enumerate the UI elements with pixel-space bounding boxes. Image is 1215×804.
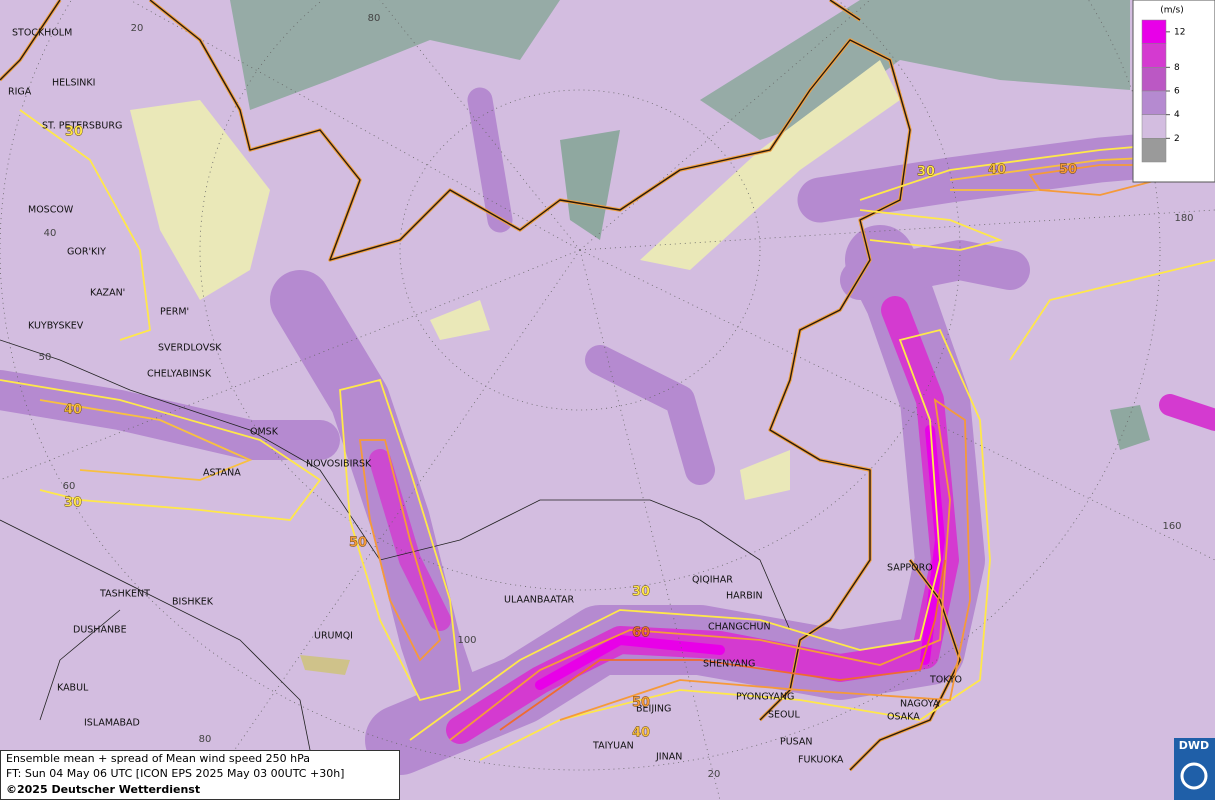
legend-label: 6 [1174, 87, 1180, 97]
contour-label: 40 [64, 403, 82, 418]
city-label: QIQIHAR [692, 575, 733, 586]
graticule-label: 100 [457, 635, 476, 646]
legend-swatch [1141, 90, 1167, 115]
graticule-label: 160 [1162, 521, 1181, 532]
city-label: SVERDLOVSK [158, 343, 222, 354]
city-label: URUMQI [314, 631, 353, 642]
city-label: CHELYABINSK [147, 369, 212, 380]
legend-swatch [1141, 67, 1167, 92]
city-label: HARBIN [726, 591, 763, 602]
city-label: PUSAN [780, 737, 813, 748]
legend-swatch [1141, 138, 1167, 163]
copyright: ©2025 Deutscher Wetterdienst [6, 783, 200, 796]
city-label: TAIYUAN [592, 741, 634, 752]
city-label: OMSK [250, 427, 279, 438]
coastlines [0, 0, 962, 801]
city-label: KAZAN' [90, 288, 125, 299]
city-label: KABUL [57, 683, 89, 694]
caption-line: FT: Sun 04 May 06 UTC [ICON EPS 2025 May… [6, 767, 344, 780]
legend-label: 8 [1174, 63, 1180, 73]
legend-items: 12 8 6 4 2 [1141, 19, 1185, 163]
contour-label: 30 [64, 496, 82, 511]
legend-label: 4 [1174, 110, 1180, 120]
city-label: OSAKA [887, 712, 920, 723]
contour-label: 40 [632, 726, 650, 741]
caption: Ensemble mean + spread of Mean wind spee… [0, 750, 400, 800]
city-label: STOCKHOLM [12, 28, 72, 39]
graticule-label: 20 [131, 23, 144, 34]
contour-label: 50 [1059, 163, 1077, 178]
legend-swatch [1141, 114, 1167, 139]
dwd-logo: DWD [1174, 738, 1215, 800]
city-label: JINAN [655, 752, 682, 763]
caption-line: Ensemble mean + spread of Mean wind spee… [6, 752, 310, 765]
city-label: NOVOSIBIRSK [306, 459, 372, 470]
city-label: SEOUL [768, 710, 800, 721]
city-label: ASTANA [203, 468, 241, 479]
city-label: PERM' [160, 307, 189, 318]
legend-label: 12 [1174, 27, 1185, 37]
city-label: BEIJING [636, 704, 671, 715]
city-label: HELSINKI [52, 78, 95, 89]
graticule-label: 50 [39, 352, 52, 363]
city-label: PYONGYANG [736, 692, 794, 703]
graticule-label: 80 [368, 13, 381, 24]
logo-text: DWD [1179, 739, 1209, 752]
legend-swatch [1141, 43, 1167, 68]
contour-label: 50 [632, 696, 650, 711]
city-label: CHANGCHUN [708, 622, 771, 633]
graticule-label: 40 [44, 228, 57, 239]
legend-swatch [1141, 19, 1167, 44]
graticule-label: 180 [1174, 213, 1193, 224]
logo-box [1174, 738, 1215, 800]
city-label: GOR'KIY [67, 247, 106, 258]
city-label: FUKUOKA [798, 755, 844, 766]
contour-label: 30 [65, 125, 83, 140]
city-label: BISHKEK [172, 597, 214, 608]
contour-label: 30 [632, 585, 650, 600]
city-label: TASHKENT [99, 589, 150, 600]
contour-label: 30 [917, 165, 935, 180]
graticule-label: 60 [63, 481, 76, 492]
legend-label: 2 [1174, 134, 1180, 144]
caption-box [0, 750, 400, 800]
logo-icon [1180, 762, 1208, 790]
labels: STOCKHOLM HELSINKI RIGA ST. PETERSBURG MOSCO… [8, 13, 1194, 780]
legend-unit: (m/s) [1160, 6, 1184, 16]
city-label: MOSCOW [28, 205, 74, 216]
land-shading [130, 0, 1150, 675]
graticule-label: 80 [199, 734, 212, 745]
city-label: RIGA [8, 87, 32, 98]
city-label: TOKYO [929, 675, 962, 686]
city-label: ST. PETERSBURG [42, 121, 122, 132]
city-label: SAPPORO [887, 563, 933, 574]
city-label: KUYBYSKEV [28, 321, 84, 332]
city-label: ISLAMABAD [84, 718, 140, 729]
contour-label: 60 [632, 626, 650, 641]
city-label: NAGOYA [900, 699, 940, 710]
city-label: DUSHANBE [73, 625, 127, 636]
graticule-label: 20 [708, 769, 721, 780]
city-label: SHENYANG [703, 659, 755, 670]
contour-label: 50 [349, 536, 367, 551]
legend: (m/s) 12 8 6 4 2 [1132, 0, 1215, 183]
contour-label: 40 [988, 163, 1006, 178]
city-label: ULAANBAATAR [504, 595, 574, 606]
